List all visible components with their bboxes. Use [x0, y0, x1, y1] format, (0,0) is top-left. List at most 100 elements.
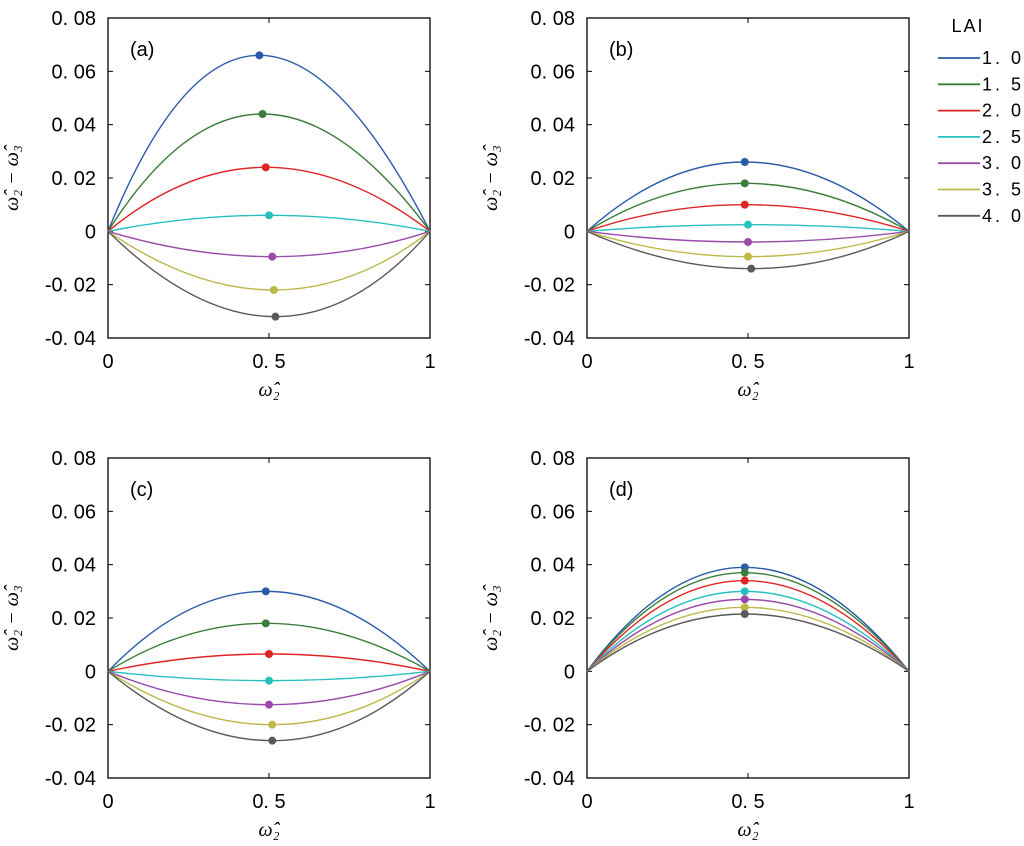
y-tick-label: 0. 06: [52, 501, 96, 523]
y-tick-label: -0. 04: [524, 768, 575, 790]
x-tick-label: 1: [424, 351, 435, 373]
y-tick-label: 0. 06: [531, 501, 575, 523]
y-tick-label: 0. 08: [531, 448, 575, 470]
peak-point-4: [265, 211, 273, 220]
y-tick-label: 0. 06: [52, 61, 96, 83]
panels: 0 0. 5 1 0. 08 0. 06 0. 04 0. 02 0 -0. 02 -0. 04 ω…: [1, 8, 915, 841]
y-axis-title: ω̂₂ − ω̂₃: [480, 584, 502, 651]
panel-label: (d): [609, 479, 633, 501]
series-line-2: [107, 622, 431, 672]
y-tick-label: 0. 04: [52, 115, 96, 137]
peak-point-3: [740, 200, 749, 209]
peak-point-6: [269, 286, 278, 294]
peak-point-6: [744, 252, 752, 261]
y-tick-label: 0. 04: [531, 555, 575, 577]
series-line-4: [586, 590, 910, 672]
peak-point-2: [258, 110, 267, 118]
peak-point-2: [261, 619, 270, 628]
peak-point-3: [740, 576, 749, 585]
legend: LAI 1. 0 1. 5 2. 0 2. 5 3. 0 3. 5 4. 0: [938, 16, 1024, 226]
series-line-1: [107, 54, 431, 232]
y-tick-label: -0. 02: [45, 715, 96, 737]
legend-label: 2. 0: [982, 101, 1024, 121]
peak-point-6: [740, 603, 749, 612]
y-tick-label: 0. 06: [531, 61, 575, 83]
legend-label: 3. 5: [982, 180, 1024, 200]
y-tick-label: 0: [564, 221, 575, 243]
plot-frame: [586, 457, 910, 779]
panel-label: (c): [130, 479, 153, 501]
peak-point-7: [268, 736, 277, 745]
x-tick-label: 0. 5: [731, 351, 764, 373]
peak-point-6: [268, 720, 277, 729]
y-tick-label: -0. 04: [45, 328, 96, 350]
x-tick-label: 0. 5: [731, 791, 764, 813]
x-tick-label: 0: [102, 351, 113, 373]
x-tick-label: 1: [424, 791, 435, 813]
x-tick-label: 0. 5: [252, 351, 285, 373]
series-line-5: [107, 230, 431, 258]
y-tick-label: -0. 04: [524, 328, 575, 350]
y-tick-label: -0. 02: [524, 715, 575, 737]
y-tick-label: 0: [85, 661, 96, 683]
peak-point-3: [265, 650, 273, 658]
y-tick-label: 0. 04: [52, 555, 96, 577]
x-tick-label: 0. 5: [252, 791, 285, 813]
x-tick-label: 0: [581, 791, 592, 813]
panel-2: 0 0. 5 1 0. 08 0. 06 0. 04 0. 02 0 -0. 02 -0. 04 ω…: [480, 8, 915, 401]
peak-point-7: [740, 610, 749, 618]
legend-label: 3. 0: [982, 153, 1024, 173]
panel-label: (b): [609, 39, 633, 61]
peak-point-1: [261, 587, 270, 596]
y-tick-label: 0: [564, 661, 575, 683]
panel-1: 0 0. 5 1 0. 08 0. 06 0. 04 0. 02 0 -0. 02 -0. 04 ω…: [1, 8, 436, 401]
series-line-3: [107, 166, 431, 232]
y-tick-label: -0. 04: [45, 768, 96, 790]
panel-label: (a): [130, 39, 154, 61]
series-line-6: [107, 230, 431, 291]
peak-point-4: [744, 220, 752, 229]
peak-point-1: [255, 51, 264, 60]
x-tick-label: 0: [581, 351, 592, 373]
y-tick-label: 0: [85, 221, 96, 243]
legend-label: 4. 0: [982, 206, 1024, 226]
y-tick-label: -0. 02: [524, 275, 575, 297]
peak-point-3: [261, 163, 270, 172]
peak-point-1: [740, 158, 749, 166]
peak-point-2: [740, 179, 749, 188]
y-tick-label: 0. 02: [52, 168, 96, 190]
y-tick-label: 0. 02: [52, 608, 96, 630]
legend-title: LAI: [951, 16, 984, 36]
peak-point-5: [268, 252, 277, 261]
y-tick-label: -0. 02: [45, 275, 96, 297]
y-tick-label: 0. 02: [531, 608, 575, 630]
x-tick-label: 1: [903, 351, 914, 373]
y-tick-label: 0. 04: [531, 115, 575, 137]
legend-items: 1. 0 1. 5 2. 0 2. 5 3. 0 3. 5 4. 0: [938, 48, 1024, 226]
y-axis-title: ω̂₂ − ω̂₃: [1, 144, 23, 211]
y-axis-title: ω̂₂ − ω̂₃: [480, 144, 502, 211]
series-line-3: [586, 580, 910, 672]
y-tick-label: 0. 08: [531, 8, 575, 30]
panel-3: 0 0. 5 1 0. 08 0. 06 0. 04 0. 02 0 -0. 02 -0. 04 ω…: [1, 448, 436, 841]
x-axis-title: ω̂₂: [258, 379, 280, 401]
x-tick-label: 1: [903, 791, 914, 813]
plot-frame: [107, 457, 431, 779]
plot-frame: [586, 17, 910, 339]
peak-point-5: [744, 238, 752, 246]
peak-point-4: [740, 587, 749, 596]
y-axis-title: ω̂₂ − ω̂₃: [1, 584, 23, 651]
x-axis-title: ω̂₂: [258, 819, 280, 841]
peak-point-5: [265, 700, 273, 709]
series-line-2: [586, 571, 910, 672]
x-axis-title: ω̂₂: [737, 379, 759, 401]
peak-point-5: [740, 595, 749, 604]
legend-label: 1. 5: [982, 74, 1024, 94]
peak-point-7: [747, 264, 756, 273]
peak-point-7: [271, 312, 280, 321]
y-tick-label: 0. 08: [52, 448, 96, 470]
series-line-1: [107, 590, 431, 672]
x-tick-label: 0: [102, 791, 113, 813]
legend-label: 2. 5: [982, 127, 1024, 147]
